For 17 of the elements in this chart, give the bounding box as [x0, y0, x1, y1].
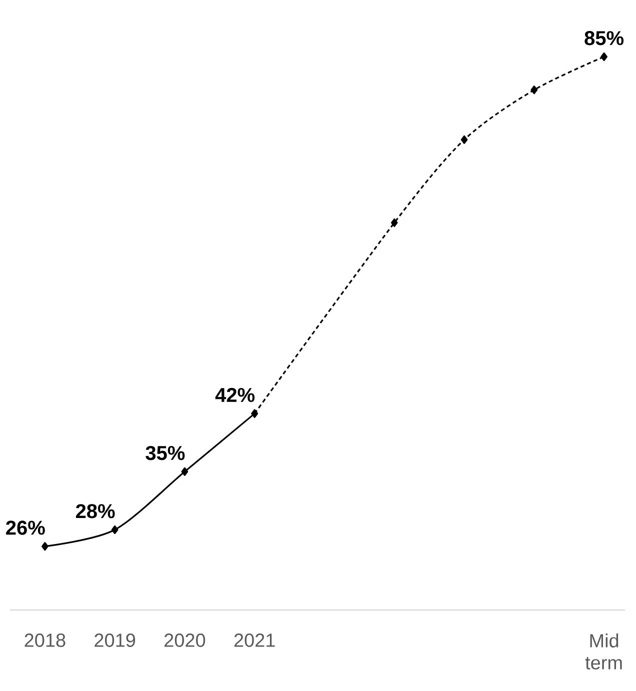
x-tick-label: 2018	[24, 634, 66, 647]
point	[111, 525, 118, 534]
point	[390, 218, 398, 227]
data-label: 42%	[215, 388, 255, 402]
x-tick-label: 2021	[234, 634, 275, 647]
point	[460, 135, 468, 144]
point	[181, 467, 188, 476]
data-label: 26%	[6, 520, 45, 535]
data-label: 85%	[584, 31, 624, 46]
point	[600, 52, 608, 62]
data-label: 35%	[146, 446, 185, 460]
point	[42, 542, 48, 551]
x-tick-label: 2020	[164, 634, 206, 647]
x-tick-label: Mid term	[585, 634, 622, 670]
x-tick-label: 2019	[94, 634, 136, 647]
data-label: 28%	[76, 504, 115, 518]
point	[530, 86, 538, 94]
